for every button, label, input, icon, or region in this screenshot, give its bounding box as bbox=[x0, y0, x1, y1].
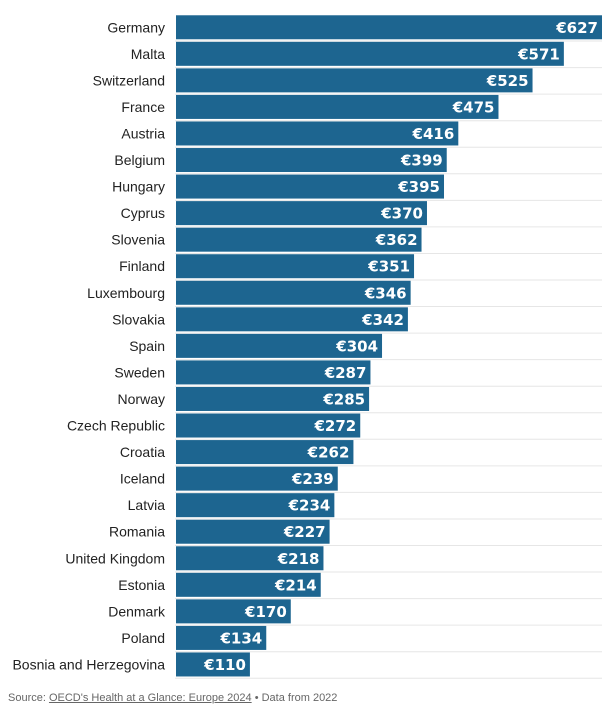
category-label: France bbox=[121, 99, 165, 115]
category-label: Cyprus bbox=[121, 205, 165, 221]
value-label: €362 bbox=[375, 231, 418, 249]
value-label: €272 bbox=[313, 417, 356, 435]
value-label: €416 bbox=[412, 125, 455, 143]
value-label: €134 bbox=[220, 629, 263, 647]
bar bbox=[176, 121, 459, 146]
bar bbox=[176, 307, 408, 332]
bar bbox=[176, 625, 267, 650]
bar bbox=[176, 227, 422, 252]
bar bbox=[176, 386, 370, 411]
bar bbox=[176, 201, 427, 226]
bar bbox=[176, 440, 354, 465]
value-label: €218 bbox=[277, 550, 320, 568]
value-label: €395 bbox=[397, 178, 440, 196]
bar bbox=[176, 148, 447, 173]
category-label: Denmark bbox=[108, 603, 166, 619]
source-suffix: • Data from 2022 bbox=[251, 692, 338, 704]
category-label: Iceland bbox=[120, 471, 165, 487]
category-label: Poland bbox=[121, 630, 165, 646]
bar bbox=[176, 519, 330, 544]
value-label: €399 bbox=[400, 152, 443, 170]
category-label: Slovakia bbox=[112, 311, 165, 327]
category-label: Malta bbox=[131, 46, 165, 62]
value-label: €475 bbox=[452, 98, 495, 116]
bar bbox=[176, 546, 324, 571]
category-label: Finland bbox=[119, 258, 165, 274]
bar bbox=[176, 413, 361, 438]
bar bbox=[176, 493, 335, 518]
category-label: Belgium bbox=[114, 152, 165, 168]
value-label: €304 bbox=[335, 337, 378, 355]
category-label: Czech Republic bbox=[67, 418, 165, 434]
category-label: Bosnia and Herzegovina bbox=[12, 656, 165, 672]
category-label: Croatia bbox=[120, 444, 165, 460]
bar bbox=[176, 572, 321, 597]
bar bbox=[176, 15, 602, 40]
source-link[interactable]: OECD's Health at a Glance: Europe 2024 bbox=[48, 692, 252, 704]
value-label: €227 bbox=[283, 523, 326, 541]
value-label: €571 bbox=[517, 45, 560, 63]
bar bbox=[176, 41, 564, 66]
value-label: €351 bbox=[367, 258, 410, 276]
category-label: Luxembourg bbox=[87, 285, 165, 301]
bar bbox=[176, 333, 383, 358]
value-label: €170 bbox=[244, 603, 287, 621]
category-label: Austria bbox=[121, 125, 165, 141]
bar bbox=[176, 68, 533, 93]
bar bbox=[176, 360, 371, 385]
bar-chart: Germany €627 Malta €571 Switzerland €525 Franc… bbox=[12, 15, 602, 679]
category-label: Norway bbox=[118, 391, 165, 407]
value-label: €370 bbox=[380, 205, 423, 223]
category-label: United Kingdom bbox=[65, 550, 165, 566]
value-label: €525 bbox=[486, 72, 529, 90]
category-label: Switzerland bbox=[93, 72, 165, 88]
category-label: Hungary bbox=[112, 179, 165, 195]
category-label: Estonia bbox=[118, 577, 165, 593]
value-label: €234 bbox=[288, 497, 331, 515]
bar bbox=[176, 94, 499, 119]
source-note: Source: OECD's Health at a Glance: Europ… bbox=[8, 692, 337, 704]
category-label: Germany bbox=[107, 19, 165, 35]
category-label: Slovenia bbox=[111, 232, 165, 248]
bar bbox=[176, 254, 415, 279]
bar bbox=[176, 280, 411, 305]
value-label: €110 bbox=[203, 656, 246, 674]
value-label: €346 bbox=[364, 284, 407, 302]
category-label: Spain bbox=[129, 338, 165, 354]
value-label: €342 bbox=[361, 311, 404, 329]
bar bbox=[176, 599, 291, 624]
category-label: Sweden bbox=[114, 364, 165, 380]
category-label: Latvia bbox=[128, 497, 166, 513]
value-label: €627 bbox=[555, 19, 598, 37]
bar bbox=[176, 652, 250, 677]
value-label: €285 bbox=[322, 390, 365, 408]
bar bbox=[176, 466, 338, 491]
value-label: €239 bbox=[291, 470, 334, 488]
source-prefix: Source: bbox=[8, 692, 49, 704]
value-label: €214 bbox=[274, 576, 317, 594]
bar bbox=[176, 174, 445, 199]
category-label: Romania bbox=[109, 524, 165, 540]
value-label: €262 bbox=[307, 444, 350, 462]
value-label: €287 bbox=[324, 364, 367, 382]
